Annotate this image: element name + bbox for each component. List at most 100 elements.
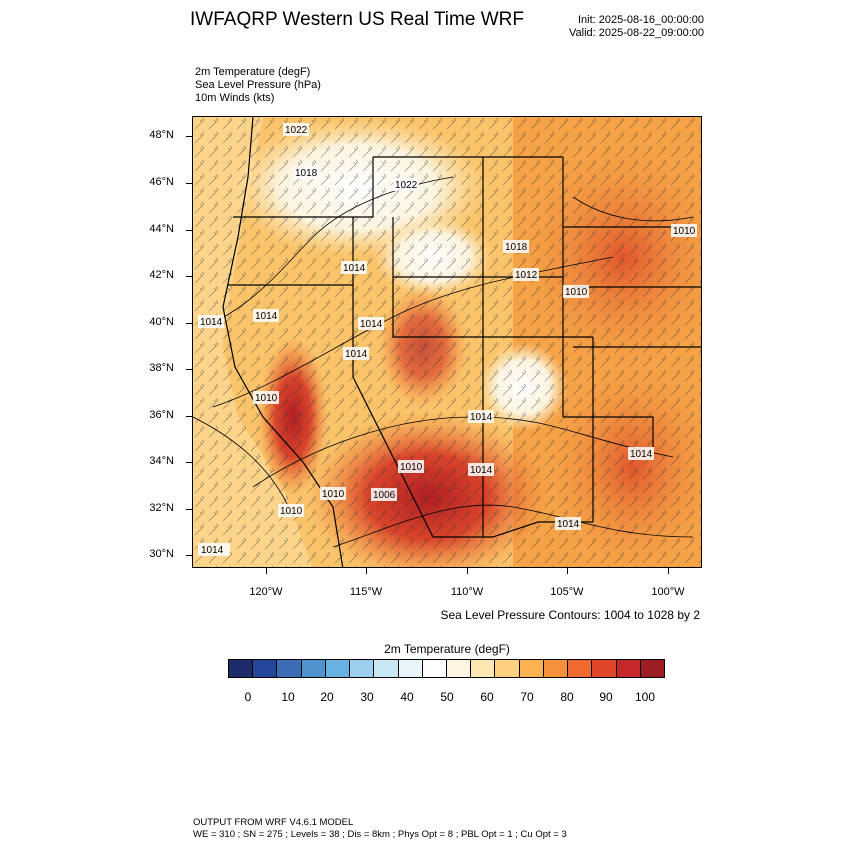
colorbar-swatch [422, 660, 447, 677]
colorbar-swatch [495, 660, 520, 677]
lat-label-36: 36°N [149, 409, 174, 421]
lat-tick [186, 230, 192, 231]
lon-tick [467, 568, 468, 574]
pressure-labels: 1022 1018 1022 1018 1012 1010 1014 1014 … [198, 123, 697, 556]
svg-text:1010: 1010 [400, 462, 423, 473]
pressure-label: 1014 [468, 463, 494, 476]
temperature-map: 1022 1018 1022 1018 1012 1010 1014 1014 … [193, 117, 701, 567]
lon-tick [668, 568, 669, 574]
lat-tick [186, 136, 192, 137]
wind-barbs-layer [193, 117, 701, 567]
svg-text:1014: 1014 [360, 319, 383, 330]
pressure-label: 1010 [253, 391, 279, 404]
lat-label-34: 34°N [149, 455, 174, 467]
svg-text:1014: 1014 [343, 263, 366, 274]
field-label-winds: 10m Winds (kts) [195, 92, 275, 104]
colorbar-swatch [277, 660, 302, 677]
colorbar-tick-label: 70 [520, 690, 534, 704]
lat-tick [186, 509, 192, 510]
colorbar-tick-label: 90 [599, 690, 613, 704]
lon-tick [266, 568, 267, 574]
colorbar-swatch [592, 660, 617, 677]
map-panel: 1022 1018 1022 1018 1012 1010 1014 1014 … [192, 116, 702, 568]
lat-label-30: 30°N [149, 548, 174, 560]
lat-tick [186, 462, 192, 463]
colorbar-swatch [568, 660, 593, 677]
colorbar-swatch [640, 660, 664, 677]
svg-text:1014: 1014 [201, 545, 224, 556]
footer-model-line: OUTPUT FROM WRF V4.6.1 MODEL [193, 817, 354, 828]
lon-label-110w: 110°W [450, 586, 484, 598]
lat-tick [186, 276, 192, 277]
lat-label-44: 44°N [149, 223, 174, 235]
colorbar-tick-label: 60 [480, 690, 494, 704]
svg-text:1022: 1022 [395, 180, 418, 191]
svg-text:1010: 1010 [673, 226, 696, 237]
colorbar-swatch [543, 660, 569, 677]
contour-note: Sea Level Pressure Contours: 1004 to 102… [440, 608, 701, 622]
lat-tick [186, 416, 192, 417]
svg-text:1014: 1014 [345, 349, 368, 360]
colorbar-swatch [374, 660, 399, 677]
svg-text:1014: 1014 [557, 519, 580, 530]
pressure-label: 1022 [393, 178, 419, 191]
lat-label-40: 40°N [149, 316, 174, 328]
colorbar-swatch [519, 660, 544, 677]
svg-text:1010: 1010 [565, 287, 588, 298]
colorbar-swatch [253, 660, 278, 677]
colorbar-swatch [350, 660, 375, 677]
state-borders [228, 156, 701, 538]
svg-text:1018: 1018 [505, 242, 528, 253]
lat-tick [186, 323, 192, 324]
pressure-label: 1010 [563, 285, 589, 298]
colorbar-swatch [616, 660, 641, 677]
colorbar-swatch [446, 660, 472, 677]
pressure-label: 1010 [671, 224, 697, 237]
pressure-label: 1010 [320, 487, 346, 500]
field-label-pressure: Sea Level Pressure (hPa) [195, 79, 321, 91]
svg-text:1014: 1014 [470, 412, 493, 423]
svg-text:1010: 1010 [255, 393, 278, 404]
colorbar-swatch [301, 660, 326, 677]
svg-text:1012: 1012 [515, 270, 538, 281]
pressure-label: 1014 [343, 347, 369, 360]
pressure-label: 1014 [341, 261, 367, 274]
svg-text:1014: 1014 [470, 465, 493, 476]
pressure-label: 1014 [555, 517, 581, 530]
colorbar-tick-label: 40 [400, 690, 414, 704]
svg-text:1014: 1014 [200, 317, 223, 328]
colorbar-title: 2m Temperature (degF) [384, 642, 510, 656]
lat-label-32: 32°N [149, 502, 174, 514]
pressure-label: 1018 [293, 166, 319, 179]
svg-text:1022: 1022 [285, 125, 308, 136]
colorbar [228, 659, 665, 678]
lon-label-100w: 100°W [651, 586, 685, 598]
init-time: Init: 2025-08-16_00:00:00 [578, 14, 704, 26]
pressure-label: 1010 [278, 504, 304, 517]
colorbar-tick-label: 50 [440, 690, 454, 704]
svg-text:1010: 1010 [280, 506, 303, 517]
lon-label-105w: 105°W [550, 586, 584, 598]
pressure-label: 1018 [503, 240, 529, 253]
pressure-label: 1014 [198, 543, 230, 556]
figure-title: IWFAQRP Western US Real Time WRF [190, 9, 524, 30]
pressure-label: 1014 [358, 317, 384, 330]
valid-time: Valid: 2025-08-22_09:00:00 [569, 27, 704, 39]
colorbar-tick-label: 0 [244, 690, 252, 704]
field-label-temperature: 2m Temperature (degF) [195, 66, 311, 78]
colorbar-tick-label: 20 [320, 690, 334, 704]
svg-text:1014: 1014 [255, 311, 278, 322]
pressure-label: 1012 [513, 268, 539, 281]
pressure-label: 1014 [468, 410, 494, 423]
lon-tick [567, 568, 568, 574]
lat-label-46: 46°N [149, 176, 174, 188]
lat-label-48: 48°N [149, 129, 174, 141]
colorbar-tick-label: 10 [281, 690, 295, 704]
svg-text:1006: 1006 [373, 490, 396, 501]
svg-text:1018: 1018 [295, 168, 318, 179]
lat-tick [186, 183, 192, 184]
colorbar-tick-label: 30 [360, 690, 374, 704]
lon-label-115w: 115°W [349, 586, 383, 598]
lat-label-38: 38°N [149, 362, 174, 374]
colorbar-swatch [471, 660, 496, 677]
